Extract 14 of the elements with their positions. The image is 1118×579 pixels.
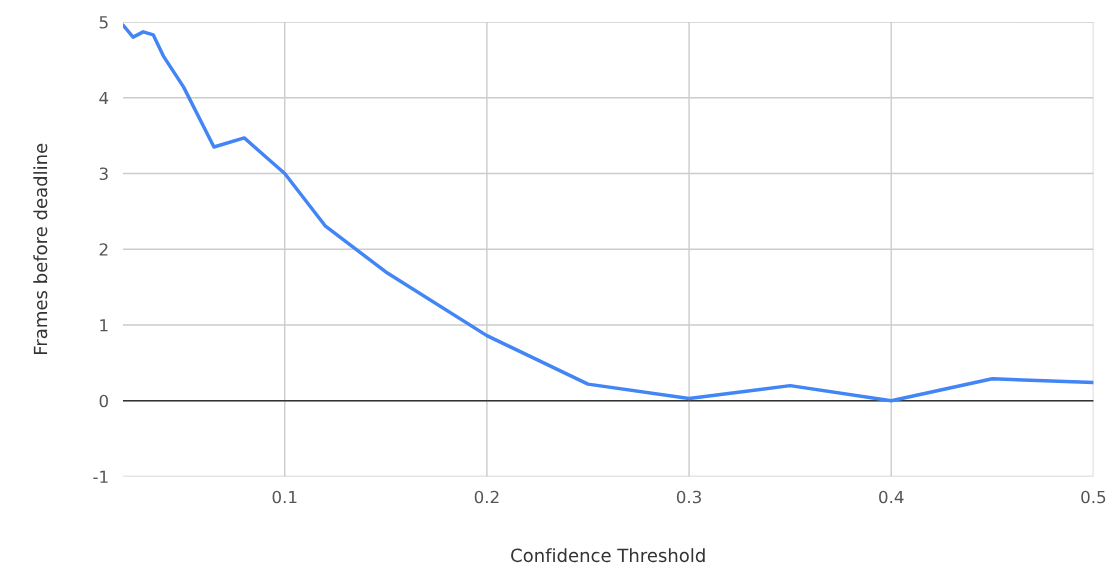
x-tick-label: 0.3 [676,490,701,504]
y-tick-label: 3 [99,167,108,181]
x-tick-label: 0.2 [474,490,499,504]
x-tick-label: 0.1 [272,490,297,504]
y-tick-label: 4 [99,91,109,105]
x-axis-title: Confidence Threshold [511,548,705,563]
y-axis-title: Frames before deadline [33,143,48,354]
x-tick-label: 0.5 [1081,490,1106,504]
y-tick-label: 2 [99,243,108,256]
y-tick-label: 5 [99,16,108,29]
y-tick-label: 0 [99,394,108,408]
x-tick-label: 0.4 [879,490,904,504]
y-tick-label: 1 [100,319,108,332]
y-tick-label: -1 [93,470,108,483]
